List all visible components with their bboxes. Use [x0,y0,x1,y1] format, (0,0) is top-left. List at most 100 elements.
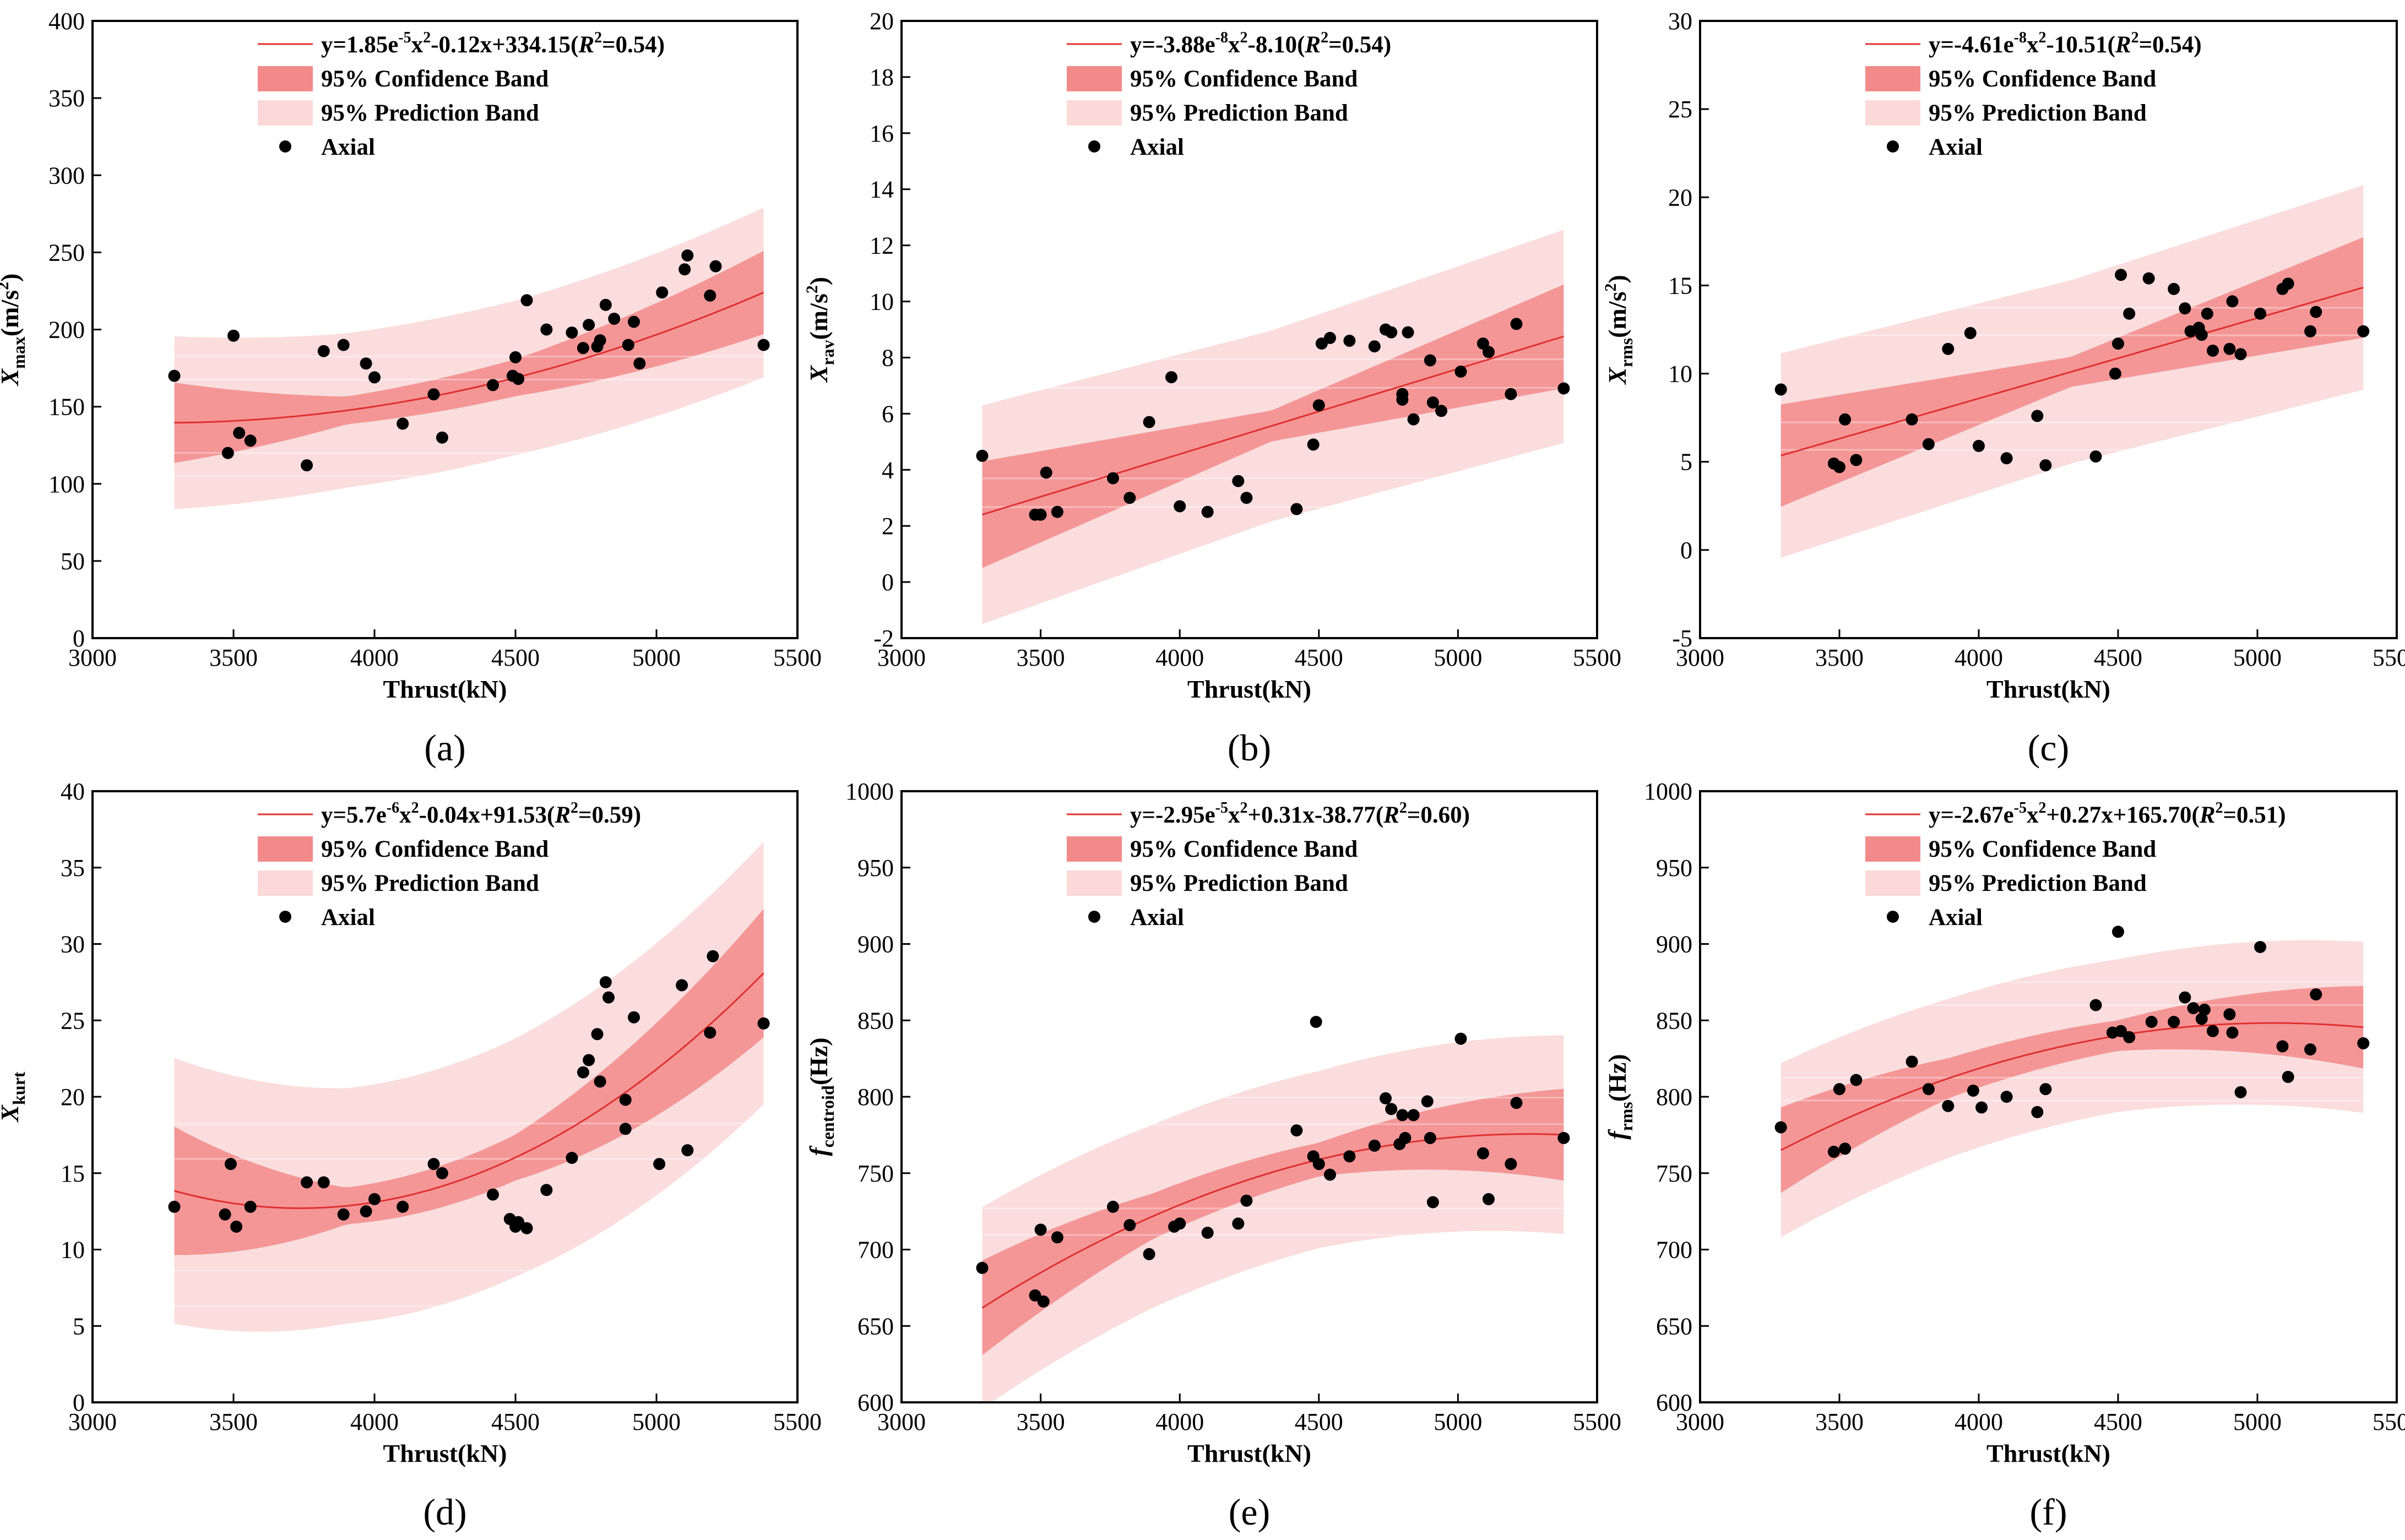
legend-axial-marker [1887,911,1899,923]
x-tick-label: 3000 [68,644,117,671]
data-point [2168,1016,2180,1028]
data-point [360,1205,372,1218]
data-point [1424,354,1436,367]
data-point [1476,1147,1489,1160]
eq-exponent: 2 [1240,29,1248,46]
y-tick-label: -2 [873,625,894,652]
eq-exponent: -5 [398,29,411,46]
x-tick-label: 4000 [1955,644,2003,671]
legend-prediction-swatch [258,100,313,126]
x-tick-label: 5000 [1434,644,1482,671]
y-tick-label: 100 [48,471,85,498]
y-label-main: X [0,368,24,387]
data-point [2031,1106,2044,1118]
x-tick-label: 3500 [1815,644,1864,671]
x-tick-label: 4000 [350,644,399,671]
y-tick-label: 1000 [845,778,894,805]
y-tick-label: 400 [48,8,85,35]
y-tick-label: 8 [882,344,894,371]
y-label-main: f [805,1145,833,1156]
data-point [1174,500,1186,513]
data-point [619,1093,632,1106]
data-point [1839,413,1852,426]
data-point [1426,396,1439,409]
data-point [2123,1031,2136,1043]
x-tick-label: 3500 [1017,644,1065,671]
data-point [1774,1121,1787,1134]
y-tick-label: 5 [1680,449,1692,476]
data-point [1240,492,1253,504]
eq-exponent: 2 [411,799,419,817]
data-point [2282,277,2294,290]
data-point [1312,1158,1325,1171]
axes-frame [900,20,1598,639]
y-label-sup: 2 [0,282,12,290]
y-label-main: f [1603,1129,1631,1140]
data-point [1905,413,1918,426]
data-point [757,1017,770,1030]
y-tick-label: 0 [73,625,85,652]
y-tick-label: 50 [61,548,85,575]
data-point [2112,926,2124,938]
eq-exponent: -8 [1215,29,1228,46]
data-point [224,1158,237,1171]
y-label-unit: (Hz) [1603,1054,1631,1102]
data-point [2089,450,2102,463]
eq-r: R [1304,32,1321,58]
eq-part: x [2027,32,2039,58]
eq-part: x [1228,32,1240,58]
data-point [2310,988,2322,1001]
legend-prediction-label: 95% Prediction Band [321,870,539,896]
data-point [1143,1248,1155,1260]
y-tick-label: 950 [857,855,894,881]
eq-exponent: 2 [2039,799,2046,817]
panel-label: (f) [2030,1491,2067,1533]
x-tick-label: 4500 [1295,1408,1343,1435]
data-point [337,339,350,351]
data-point [1368,340,1381,353]
legend: y=1.85e-5x2-0.12x+334.15(R2=0.54)95% Con… [258,29,665,160]
y-label-unit: (m/s [0,290,24,336]
legend-axial-marker [279,140,291,153]
y-tick-label: 700 [857,1237,894,1264]
data-point [1143,416,1155,428]
data-point [619,1123,632,1135]
data-point [540,1184,553,1196]
legend-axial-marker [1088,911,1100,923]
eq-part: -0.12x+334.15( [431,32,578,58]
eq-exponent: 2 [2039,29,2046,46]
y-tick-label: 30 [61,931,85,958]
data-point [1483,346,1495,358]
data-point [1385,1103,1398,1115]
eq-exponent: 2 [2216,799,2223,817]
data-point [681,1144,694,1157]
eq-part: =0.54) [2139,32,2202,58]
x-tick-label: 4000 [1955,1408,2003,1435]
legend-axial-label: Axial [1130,134,1184,160]
y-tick-label: 0 [882,569,894,596]
x-tick-label: 5000 [632,644,681,671]
y-tick-label: 10 [870,289,894,315]
legend-confidence-swatch [1865,66,1920,91]
data-point [168,1200,181,1213]
data-point [2112,338,2124,350]
x-tick-label: 4000 [350,1408,399,1435]
x-tick-label: 5000 [2233,644,2282,671]
data-point [566,1152,578,1164]
y-label-sub: centroid [818,1085,838,1147]
data-point [1312,399,1325,412]
legend-axial-label: Axial [1130,905,1184,930]
data-point [2234,1086,2247,1098]
data-point [337,1208,350,1221]
y-tick-label: 600 [857,1389,894,1416]
x-tick-label: 5500 [773,644,822,671]
axes-frame [1699,20,2398,639]
eq-part: +0.27x+165.70( [2046,802,2200,828]
eq-exponent: -5 [2014,799,2027,817]
chart-panel-e: 3000 3500 4000 4500 5000 5500 600 650 700 750 800 8… [805,778,1621,1533]
y-tick-label: 20 [61,1084,85,1111]
data-point [317,1176,330,1189]
legend: y=-2.95e-5x2+0.31x-38.77(R2=0.60)95% Con… [1067,799,1470,930]
y-label-sub: rms [1616,338,1636,367]
